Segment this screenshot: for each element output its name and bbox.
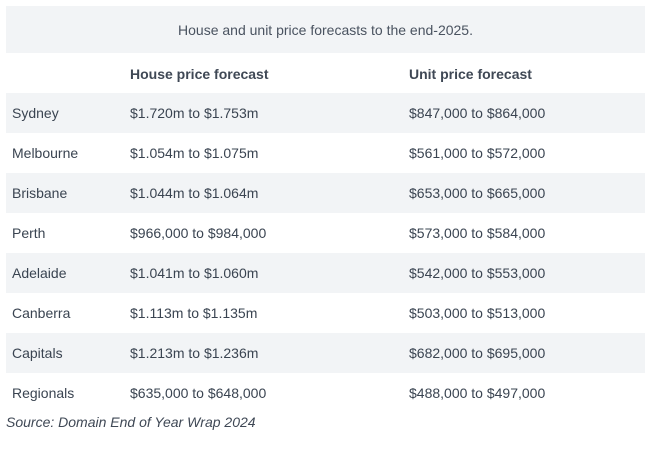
cell-unit-price: $573,000 to $584,000 xyxy=(409,225,546,241)
table-row: Perth $966,000 to $984,000 $573,000 to $… xyxy=(6,213,645,253)
cell-house-price: $1.720m to $1.753m xyxy=(130,105,259,121)
cell-city: Melbourne xyxy=(12,145,79,161)
cell-city: Sydney xyxy=(12,105,59,121)
cell-house-price: $1.113m to $1.135m xyxy=(130,305,258,321)
cell-unit-price: $503,000 to $513,000 xyxy=(409,305,546,321)
cell-city: Capitals xyxy=(12,345,63,361)
table-row: Canberra $1.113m to $1.135m $503,000 to … xyxy=(6,293,645,333)
cell-house-price: $966,000 to $984,000 xyxy=(130,225,267,241)
table-row: Brisbane $1.044m to $1.064m $653,000 to … xyxy=(6,173,645,213)
cell-unit-price: $682,000 to $695,000 xyxy=(409,345,546,361)
cell-city: Brisbane xyxy=(12,185,68,201)
cell-house-price: $1.213m to $1.236m xyxy=(130,345,259,361)
cell-unit-price: $561,000 to $572,000 xyxy=(409,145,546,161)
table-row: Adelaide $1.041m to $1.060m $542,000 to … xyxy=(6,253,645,293)
table-row: Sydney $1.720m to $1.753m $847,000 to $8… xyxy=(6,93,645,133)
header-house-price: House price forecast xyxy=(130,66,269,82)
cell-city: Canberra xyxy=(12,305,71,321)
header-unit-price: Unit price forecast xyxy=(409,66,532,82)
table-body: Sydney $1.720m to $1.753m $847,000 to $8… xyxy=(6,93,645,413)
cell-house-price: $1.044m to $1.064m xyxy=(130,185,259,201)
table-row: Regionals $635,000 to $648,000 $488,000 … xyxy=(6,373,645,413)
table-row: Capitals $1.213m to $1.236m $682,000 to … xyxy=(6,333,645,373)
cell-unit-price: $488,000 to $497,000 xyxy=(409,385,546,401)
cell-unit-price: $653,000 to $665,000 xyxy=(409,185,546,201)
table-caption: House and unit price forecasts to the en… xyxy=(6,6,645,53)
table-row: Melbourne $1.054m to $1.075m $561,000 to… xyxy=(6,133,645,173)
cell-unit-price: $847,000 to $864,000 xyxy=(409,105,546,121)
table-header-row: House price forecast Unit price forecast xyxy=(6,55,645,93)
cell-house-price: $1.054m to $1.075m xyxy=(130,145,259,161)
source-note: Source: Domain End of Year Wrap 2024 xyxy=(6,414,256,430)
cell-unit-price: $542,000 to $553,000 xyxy=(409,265,546,281)
cell-house-price: $1.041m to $1.060m xyxy=(130,265,259,281)
cell-city: Regionals xyxy=(12,385,75,401)
cell-house-price: $635,000 to $648,000 xyxy=(130,385,267,401)
cell-city: Perth xyxy=(12,225,46,241)
cell-city: Adelaide xyxy=(12,265,67,281)
